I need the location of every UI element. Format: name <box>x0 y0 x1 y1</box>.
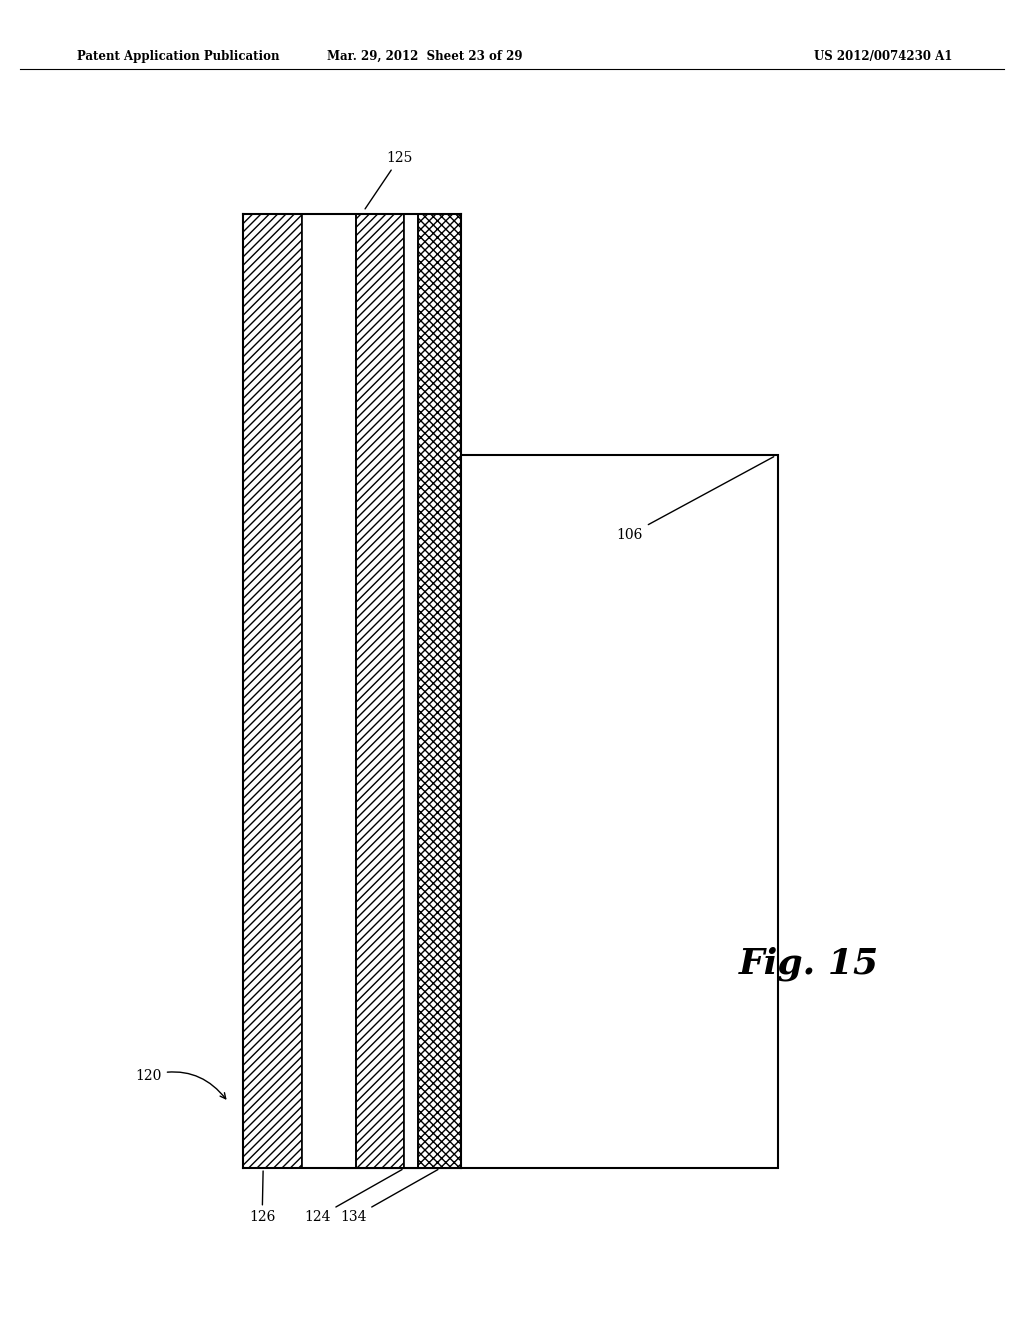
Bar <box>338 455 778 1168</box>
Text: Fig. 15: Fig. 15 <box>739 946 879 981</box>
Text: Patent Application Publication: Patent Application Publication <box>77 50 280 63</box>
Text: 125: 125 <box>366 150 413 209</box>
Text: 120: 120 <box>135 1069 225 1098</box>
Text: US 2012/0074230 A1: US 2012/0074230 A1 <box>814 50 952 63</box>
Bar <box>356 214 404 1168</box>
Text: 126: 126 <box>249 1171 275 1225</box>
Bar <box>243 214 302 1168</box>
Text: 134: 134 <box>340 1170 438 1225</box>
Text: 106: 106 <box>616 457 774 541</box>
Text: 124: 124 <box>304 1170 402 1225</box>
Bar <box>418 214 461 1168</box>
Text: Mar. 29, 2012  Sheet 23 of 29: Mar. 29, 2012 Sheet 23 of 29 <box>328 50 522 63</box>
Bar <box>302 214 356 1168</box>
Bar <box>404 214 418 1168</box>
